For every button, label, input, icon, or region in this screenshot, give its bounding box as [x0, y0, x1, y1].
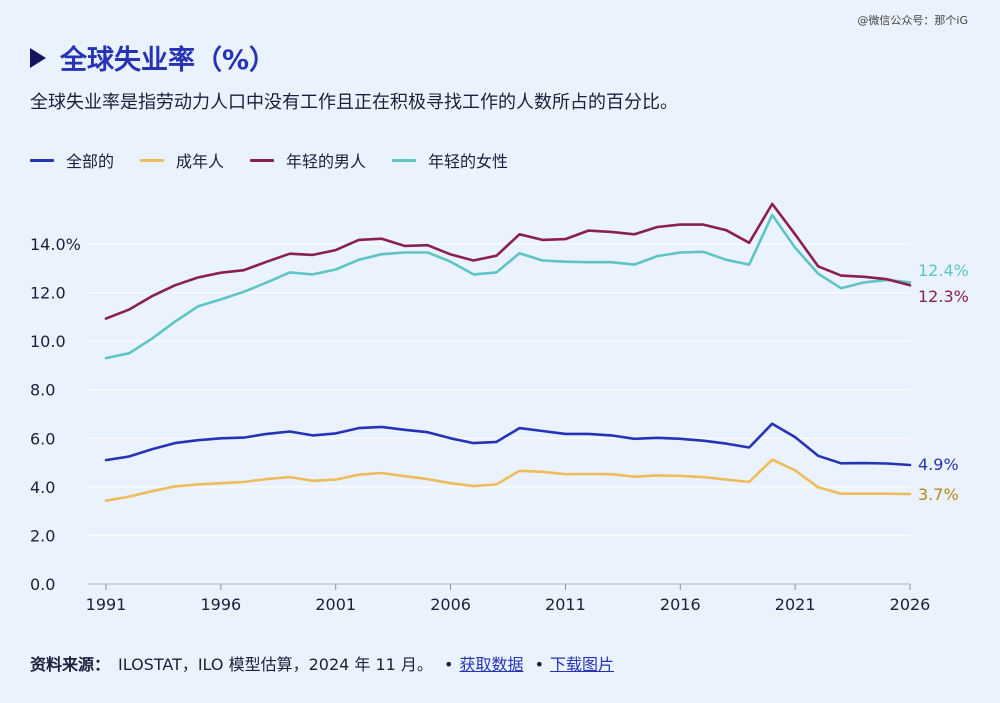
legend-item-young-men[interactable]: 年轻的男人 [250, 148, 366, 172]
legend-swatch-young-women [392, 158, 417, 162]
legend-label-adults: 成年人 [176, 152, 225, 171]
footer: 资料来源： ILOSTAT，ILO 模型估算，2024 年 11 月。 • 获取数据… [30, 651, 614, 675]
legend: 全部的 成年人 年轻的男人 年轻的女性 [30, 148, 534, 172]
y-tick-label: 2.0 [30, 526, 55, 545]
end-label-adults: 3.7% [918, 485, 959, 504]
legend-label-young-men: 年轻的男人 [286, 152, 367, 171]
x-tick-label: 2026 [890, 595, 931, 614]
y-tick-label: 12.0 [30, 284, 66, 303]
x-tick-label: 2006 [430, 595, 471, 614]
source-label: 资料来源： [30, 655, 111, 674]
legend-item-adults[interactable]: 成年人 [140, 148, 224, 172]
watermark: @微信公众号：那个iG [857, 14, 968, 27]
legend-label-total: 全部的 [66, 152, 115, 171]
get-data-link[interactable]: 获取数据 [459, 655, 524, 674]
series-line-total [104, 422, 912, 467]
legend-item-total[interactable]: 全部的 [30, 148, 114, 172]
x-tick-label: 2016 [660, 595, 701, 614]
separator-dot: • [534, 655, 544, 674]
chart-subtitle: 全球失业率是指劳动力人口中没有工作且正在积极寻找工作的人数所占的百分比。 [30, 92, 678, 113]
legend-item-young-women[interactable]: 年轻的女性 [392, 148, 508, 172]
y-tick-label: 0.0 [30, 575, 55, 594]
y-tick-label: 14.0% [30, 235, 81, 254]
end-label-young_women: 12.4% [918, 261, 969, 280]
legend-label-young-women: 年轻的女性 [428, 152, 509, 171]
y-tick-label: 4.0 [30, 478, 55, 497]
x-tick-label: 1996 [200, 595, 241, 614]
legend-swatch-total [30, 158, 54, 162]
x-tick-label: 2001 [315, 595, 356, 614]
x-tick-label: 2021 [775, 595, 816, 614]
triangle-icon [30, 47, 46, 68]
y-tick-label: 10.0 [30, 332, 66, 351]
x-tick-label: 1991 [86, 595, 127, 614]
y-tick-label: 8.0 [30, 381, 55, 400]
end-label-young_men: 12.3% [918, 287, 969, 306]
chart-title: 全球失业率（%） [60, 45, 277, 76]
legend-swatch-adults [140, 158, 165, 162]
separator-dot: • [444, 655, 454, 674]
source-text: ILOSTAT，ILO 模型估算，2024 年 11 月。 [118, 655, 433, 674]
chart-header: 全球失业率（%） [30, 38, 276, 77]
series-line-young_men [104, 202, 912, 320]
series-line-young_women [104, 213, 912, 360]
series-line-adults [104, 458, 912, 503]
download-image-link[interactable]: 下载图片 [550, 655, 615, 674]
y-tick-label: 6.0 [30, 429, 55, 448]
x-tick-label: 2011 [545, 595, 586, 614]
end-label-total: 4.9% [918, 455, 959, 474]
legend-swatch-young-men [250, 158, 275, 162]
